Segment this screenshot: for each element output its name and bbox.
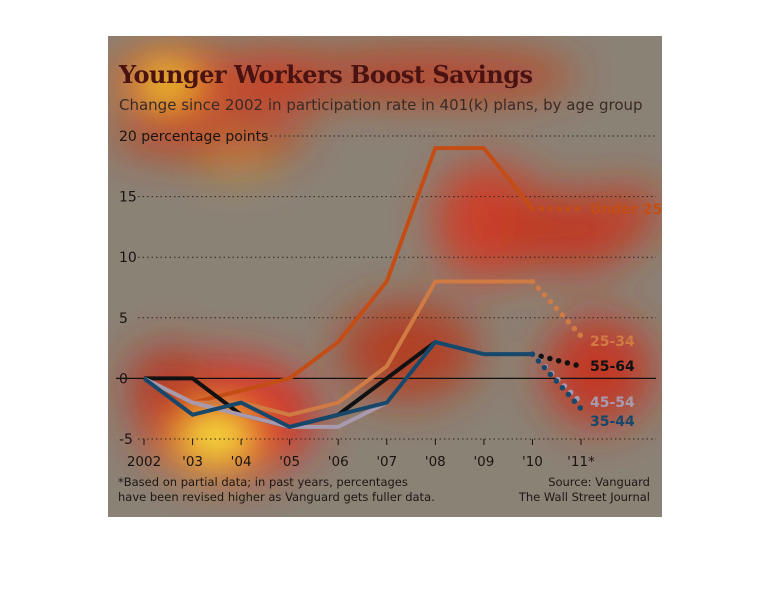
series-label-4: 35-44 bbox=[590, 414, 635, 430]
source-line-1: Source: Vanguard bbox=[548, 475, 650, 489]
y-tick-label: 10 bbox=[119, 250, 137, 266]
x-tick-label: '06 bbox=[328, 454, 349, 470]
x-tick-label: '11* bbox=[567, 454, 595, 470]
series-estimate-dots-1 bbox=[529, 278, 584, 339]
x-tick-label: '03 bbox=[182, 454, 203, 470]
footnote-line-2: have been revised higher as Vanguard get… bbox=[118, 490, 435, 504]
footnote: *Based on partial data; in past years, p… bbox=[118, 475, 435, 505]
y-tick-label: 15 bbox=[119, 190, 137, 206]
series-label-2: 55-64 bbox=[590, 359, 635, 375]
series-label-0: Under 25 bbox=[590, 202, 662, 218]
series-label-3: 45-54 bbox=[590, 395, 635, 411]
series-line-0 bbox=[143, 146, 535, 405]
source-line-2: The Wall Street Journal bbox=[518, 490, 650, 504]
series-line-1 bbox=[143, 279, 533, 417]
x-tick-label: '07 bbox=[376, 454, 397, 470]
x-tick-label: '04 bbox=[231, 454, 252, 470]
series-label-1: 25-34 bbox=[590, 334, 635, 350]
x-tick-label: '10 bbox=[522, 454, 543, 470]
x-tick-label: '08 bbox=[425, 454, 446, 470]
footnote-line-1: *Based on partial data; in past years, p… bbox=[118, 475, 408, 489]
x-tick-label: 2002 bbox=[127, 454, 161, 470]
series-estimate-dots-2 bbox=[529, 351, 584, 370]
chart-panel: Younger Workers Boost Savings Change sin… bbox=[108, 36, 662, 517]
x-tick-label: '09 bbox=[473, 454, 494, 470]
y-tick-label: 20 percentage points bbox=[119, 129, 268, 145]
y-tick-label: -5 bbox=[119, 432, 133, 448]
line-chart: -5 0 5 10 15 20 percentage points 2002 '03 '04 '0… bbox=[116, 129, 662, 470]
x-tick-label: '05 bbox=[279, 454, 300, 470]
chart-subtitle: Change since 2002 in participation rate … bbox=[119, 96, 643, 114]
series-estimate-dots-4 bbox=[529, 351, 584, 412]
chart-title: Younger Workers Boost Savings bbox=[119, 60, 533, 89]
attention-heatmap-overlay bbox=[108, 51, 662, 476]
series-line-4 bbox=[142, 339, 533, 429]
source-note: Source: Vanguard The Wall Street Journal bbox=[519, 475, 650, 505]
y-tick-label: 5 bbox=[119, 311, 128, 327]
y-tick-label: 0 bbox=[119, 371, 128, 387]
